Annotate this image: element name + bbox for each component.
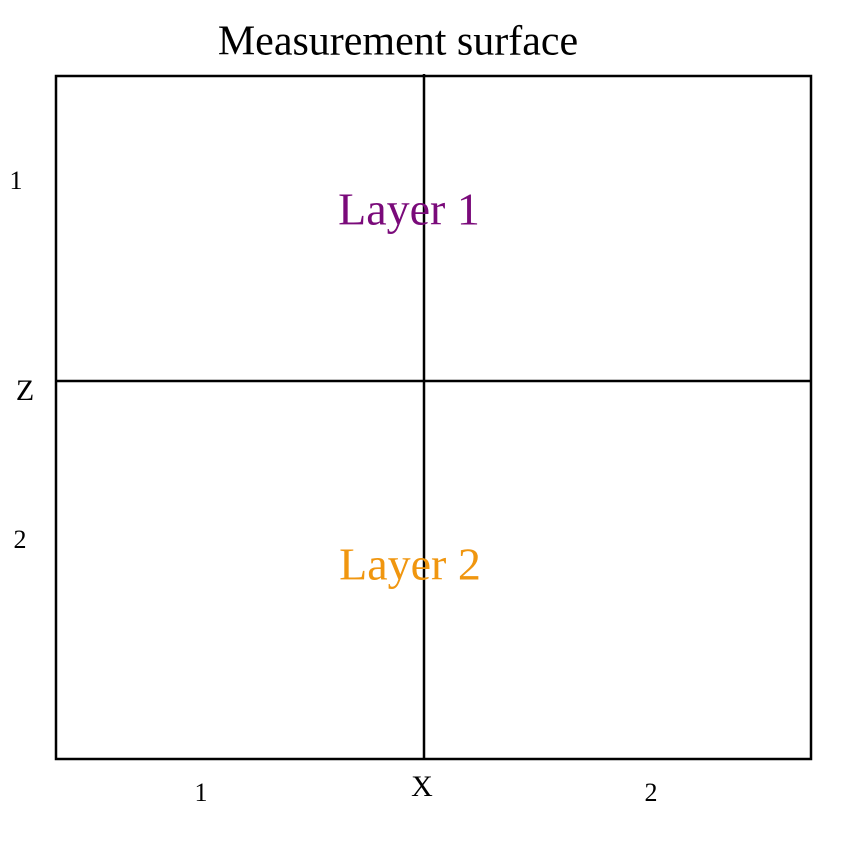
title: Measurement surface [218,19,578,65]
domain-box [54,74,813,761]
x-axis-label: X [411,770,433,803]
layer-label: Layer 2 [339,539,481,590]
x-tick-label: 1 [195,778,208,807]
z-axis-label: Z [16,374,34,407]
x-tick-label: 2 [645,778,658,807]
z-tick-label: 2 [14,525,27,554]
z-tick-label: 1 [10,166,23,195]
layer-label: Layer 1 [338,184,480,235]
